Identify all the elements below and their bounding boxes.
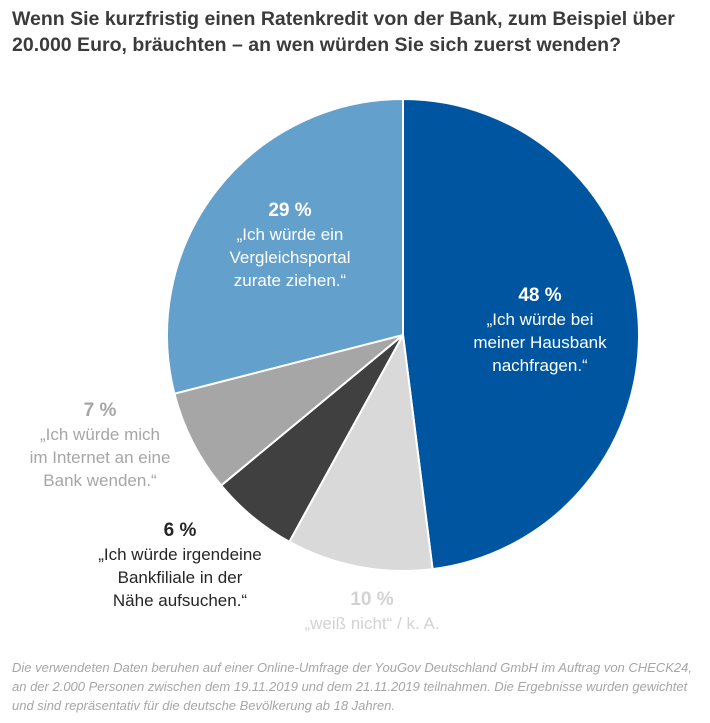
chart-title: Wenn Sie kurzfristig einen Ratenkredit v…	[12, 8, 675, 56]
label-hausbank-pct: 48 %	[518, 285, 562, 306]
label-weiss-nicht-pct: 10 %	[350, 589, 394, 610]
label-vergleichsportal: 29 % „Ich würde ein Vergleichsportal zur…	[190, 199, 390, 292]
label-vergleichsportal-pct: 29 %	[268, 200, 312, 221]
label-internet-pct: 7 %	[83, 400, 117, 421]
label-hausbank: 48 % „Ich würde bei meiner Hausbank nach…	[440, 284, 640, 377]
label-internet-text: „Ich würde mich im Internet an eine Bank…	[29, 425, 171, 490]
label-bankfiliale-text: „Ich würde irgendeine Bankfiliale in der…	[98, 545, 262, 610]
footnote: Die verwendeten Daten beruhen auf einer …	[12, 660, 692, 713]
label-bankfiliale-pct: 6 %	[163, 520, 197, 541]
label-bankfiliale: 6 % „Ich würde irgendeine Bankfiliale in…	[80, 519, 280, 612]
label-vergleichsportal-text: „Ich würde ein Vergleichsportal zurate z…	[229, 225, 351, 290]
label-internet: 7 % „Ich würde mich im Internet an eine …	[10, 399, 190, 492]
pie-slice-vergleich	[166, 98, 404, 395]
label-hausbank-text: „Ich würde bei meiner Hausbank nachfrage…	[473, 310, 607, 375]
pie-slice-weiss	[288, 334, 434, 572]
label-weiss-nicht-text: „weiß nicht“ / k. A.	[304, 614, 440, 633]
label-weiss-nicht: 10 % „weiß nicht“ / k. A.	[272, 588, 472, 635]
pie-slice-internet	[173, 334, 404, 487]
pie-slice-hausbank	[402, 98, 640, 571]
